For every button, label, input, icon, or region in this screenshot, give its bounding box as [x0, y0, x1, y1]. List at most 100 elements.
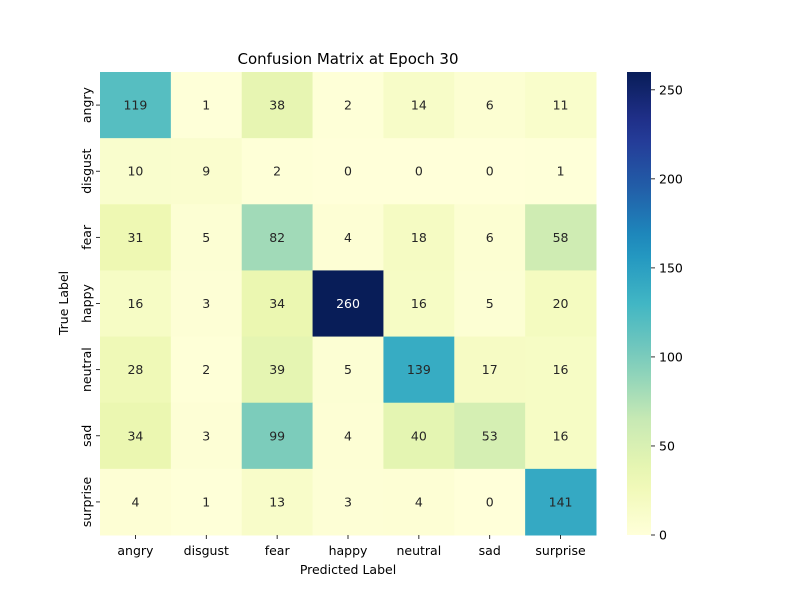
x-tick-label: angry — [117, 543, 154, 558]
x-axis-label: Predicted Label — [300, 562, 396, 577]
cell-value-label: 28 — [127, 362, 143, 377]
cell-value-label: 4 — [344, 428, 352, 443]
cell-value-label: 3 — [202, 428, 210, 443]
cell-value-label: 16 — [553, 362, 569, 377]
heatmap-cell — [312, 468, 384, 536]
cell-value-label: 3 — [344, 494, 352, 509]
colorbar-tick-label: 150 — [659, 260, 683, 275]
colorbar-ticks: 0 50 100 150 200 250 — [651, 82, 683, 543]
cell-value-label: 1 — [202, 494, 210, 509]
x-tick-label: happy — [329, 543, 368, 558]
heatmap-cell — [312, 204, 384, 271]
heatmap-cell — [170, 138, 243, 205]
x-tick-label: sad — [479, 543, 501, 558]
heatmap-cell — [100, 336, 172, 404]
heatmap-cell — [241, 204, 314, 271]
heatmap-cell — [454, 138, 526, 205]
heatmap-cell — [454, 468, 526, 536]
heatmap-cell — [525, 204, 597, 271]
cell-value-label: 119 — [123, 98, 147, 113]
colorbar — [627, 72, 651, 535]
cell-value-label: 1 — [557, 164, 565, 179]
y-tick-label: sad — [79, 425, 94, 447]
heatmap-cell — [170, 402, 243, 470]
cell-value-label: 4 — [415, 494, 423, 509]
x-tick-label: surprise — [535, 543, 586, 558]
heatmap-cell — [241, 402, 314, 470]
cell-value-label: 53 — [482, 428, 498, 443]
heatmap-cell — [454, 72, 526, 139]
heatmap-cell — [383, 336, 455, 404]
heatmap-cell — [525, 336, 597, 404]
heatmap-cell — [241, 468, 314, 536]
heatmap-cell — [525, 402, 597, 470]
cell-value-label: 4 — [344, 230, 352, 245]
heatmap-cell — [170, 204, 243, 271]
heatmap-cell — [525, 270, 597, 338]
cell-value-label: 16 — [553, 428, 569, 443]
cell-value-label: 34 — [127, 428, 143, 443]
cell-value-label: 10 — [127, 164, 143, 179]
cell-value-label: 141 — [549, 494, 573, 509]
cell-value-label: 16 — [127, 296, 143, 311]
heatmap-cell — [383, 270, 455, 338]
cell-value-label: 5 — [486, 296, 494, 311]
heatmap-cell — [312, 270, 384, 338]
cell-value-label: 13 — [269, 494, 285, 509]
cell-value-label: 5 — [344, 362, 352, 377]
cell-value-label: 260 — [336, 296, 360, 311]
heatmap-cell — [525, 72, 597, 139]
cell-value-label: 16 — [411, 296, 427, 311]
heatmap-cell — [241, 336, 314, 404]
cell-value-label: 1 — [202, 98, 210, 113]
heatmap-cell — [525, 138, 597, 205]
x-tick-label: disgust — [184, 543, 229, 558]
cell-value-label: 4 — [131, 494, 139, 509]
cell-value-label: 17 — [482, 362, 498, 377]
cell-value-label: 3 — [202, 296, 210, 311]
colorbar-tick-label: 50 — [659, 438, 675, 453]
heatmap-cell — [100, 204, 172, 271]
cell-value-label: 31 — [127, 230, 143, 245]
heatmap-cell — [312, 138, 384, 205]
cell-value-label: 58 — [553, 230, 569, 245]
heatmap-cell — [454, 270, 526, 338]
cell-value-label: 0 — [344, 164, 352, 179]
heatmap-cell — [100, 402, 172, 470]
y-axis-ticks: angry disgust fear happy neutral sad surprise — [79, 86, 100, 527]
cell-value-label: 11 — [553, 98, 569, 113]
x-tick-label: neutral — [396, 543, 441, 558]
colorbar-tick-label: 100 — [659, 349, 683, 364]
cell-value-label: 40 — [411, 428, 427, 443]
cell-value-label: 0 — [486, 494, 494, 509]
cell-value-label: 0 — [486, 164, 494, 179]
cell-value-label: 99 — [269, 428, 285, 443]
heatmap-cell — [100, 138, 172, 205]
heatmap-cell — [525, 468, 597, 536]
cell-value-label: 14 — [411, 98, 427, 113]
y-tick-label: neutral — [79, 347, 94, 392]
heatmap-cell — [383, 138, 455, 205]
heatmap-cell — [383, 402, 455, 470]
heatmap-cell — [312, 336, 384, 404]
heatmap-cell — [170, 468, 243, 536]
heatmap-cell — [312, 72, 384, 139]
y-tick-label: angry — [79, 86, 94, 123]
heatmap-cell — [383, 204, 455, 271]
cell-value-label: 139 — [407, 362, 431, 377]
cell-value-label: 2 — [344, 98, 352, 113]
x-tick-label: fear — [265, 543, 291, 558]
cell-value-label: 5 — [202, 230, 210, 245]
cell-value-label: 38 — [269, 98, 285, 113]
colorbar-tick-label: 250 — [659, 82, 683, 97]
cell-value-label: 82 — [269, 230, 285, 245]
heatmap-cell — [241, 270, 314, 338]
y-tick-label: surprise — [79, 476, 94, 527]
cell-value-label: 2 — [273, 164, 281, 179]
cell-value-label: 6 — [486, 230, 494, 245]
y-tick-label: fear — [79, 224, 94, 250]
y-tick-label: disgust — [79, 149, 94, 194]
heatmap-cell — [383, 72, 455, 139]
heatmap-cell — [454, 402, 526, 470]
